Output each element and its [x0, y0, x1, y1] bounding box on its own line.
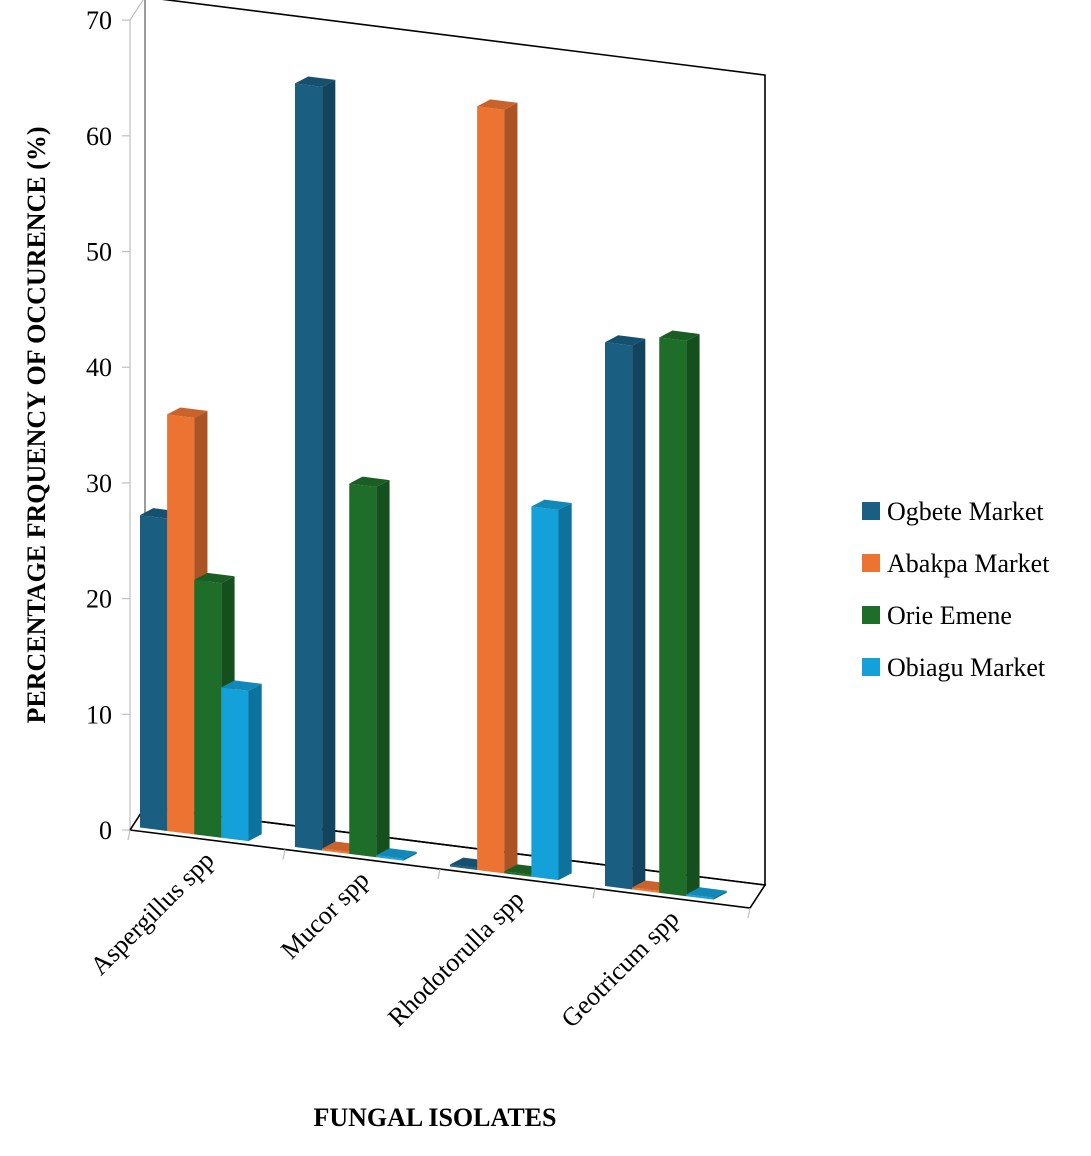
legend-swatch: [862, 502, 880, 520]
bar-top: [295, 76, 336, 87]
legend-swatch: [862, 606, 880, 624]
x-axis-title: FUNGAL ISOLATES: [314, 1103, 557, 1132]
bar-top: [221, 680, 262, 691]
bar: [221, 680, 262, 842]
legend-item: Ogbete Market: [862, 497, 1044, 526]
bar-top: [686, 887, 727, 898]
y-tick-label: 20: [86, 585, 112, 614]
legend-label: Obiagu Market: [887, 653, 1046, 682]
x-axis: Aspergillus spp Mucor spp Rhodotorulla spp…: [85, 829, 751, 1033]
legend-item: Abakpa Market: [862, 549, 1050, 578]
legend-label: Abakpa Market: [887, 549, 1050, 578]
bar: [686, 887, 727, 900]
bar-side: [713, 890, 727, 900]
bar-top: [167, 407, 208, 418]
bar-side: [322, 79, 336, 851]
bar-front: [504, 871, 532, 877]
bar-front: [221, 687, 249, 842]
y-axis: 0 10 20 30 40 50 60 70: [86, 6, 130, 845]
bar: [376, 848, 417, 861]
legend-label: Orie Emene: [887, 601, 1012, 630]
bar-front: [477, 106, 505, 874]
bar: [477, 99, 518, 874]
bar-side: [558, 502, 572, 881]
x-tick-label: Aspergillus spp: [85, 845, 220, 980]
x-tick: [592, 888, 596, 899]
bar-top: [477, 99, 518, 110]
y-tick-label: 10: [86, 700, 112, 729]
legend-item: Orie Emene: [862, 601, 1012, 630]
bar-side: [248, 683, 262, 842]
y-tick-label: 60: [86, 122, 112, 151]
bar-top: [531, 499, 572, 510]
bar-front: [659, 337, 687, 897]
legend-item: Obiagu Market: [862, 653, 1046, 682]
bar-front: [376, 855, 404, 861]
y-tick-label: 0: [99, 816, 112, 845]
legend: Ogbete Market Abakpa Market Orie Emene Obia…: [862, 497, 1050, 682]
bar-front: [322, 848, 350, 854]
x-tick-label: Geotricum spp: [555, 904, 684, 1033]
bar-front: [167, 414, 195, 835]
x-tick-label: Mucor spp: [275, 865, 375, 965]
bars: [140, 76, 727, 900]
bar-side: [632, 338, 646, 890]
bar-top: [659, 330, 700, 341]
bar-top: [349, 476, 390, 488]
y-axis-title: PERCENTAGE FRQUENCY OF OCCURENCE (%): [22, 126, 51, 723]
bar: [605, 335, 646, 890]
x-tick: [282, 849, 286, 860]
bar-top: [194, 572, 235, 584]
bar: [531, 499, 572, 881]
y-tick-label: 70: [86, 6, 112, 35]
legend-swatch: [862, 554, 880, 572]
bar-front: [295, 83, 323, 851]
bar: [349, 476, 390, 858]
x-tick: [127, 829, 131, 841]
bar-front: [531, 506, 559, 881]
y-tick-label: 50: [86, 238, 112, 267]
bar-front: [686, 894, 714, 900]
bar-front: [140, 515, 168, 831]
bar-front: [194, 579, 222, 838]
bar: [295, 76, 336, 851]
y-tick-label: 30: [86, 469, 112, 498]
bar-side: [376, 480, 390, 858]
bar-front: [632, 887, 660, 893]
bar-side: [686, 333, 700, 897]
x-tick-label: Rhodotorulla spp: [382, 884, 530, 1032]
legend-label: Ogbete Market: [887, 497, 1044, 526]
bar-top: [605, 335, 646, 346]
bar-top: [376, 848, 417, 859]
bar: [659, 330, 700, 897]
x-tick: [437, 868, 441, 880]
x-tick: [747, 907, 751, 919]
bar-front: [349, 483, 377, 858]
bar-side: [504, 102, 518, 874]
bar-front: [450, 864, 478, 870]
bar-front: [605, 342, 633, 890]
legend-swatch: [862, 658, 880, 676]
bar-side: [403, 851, 417, 861]
y-tick-label: 40: [86, 353, 112, 382]
